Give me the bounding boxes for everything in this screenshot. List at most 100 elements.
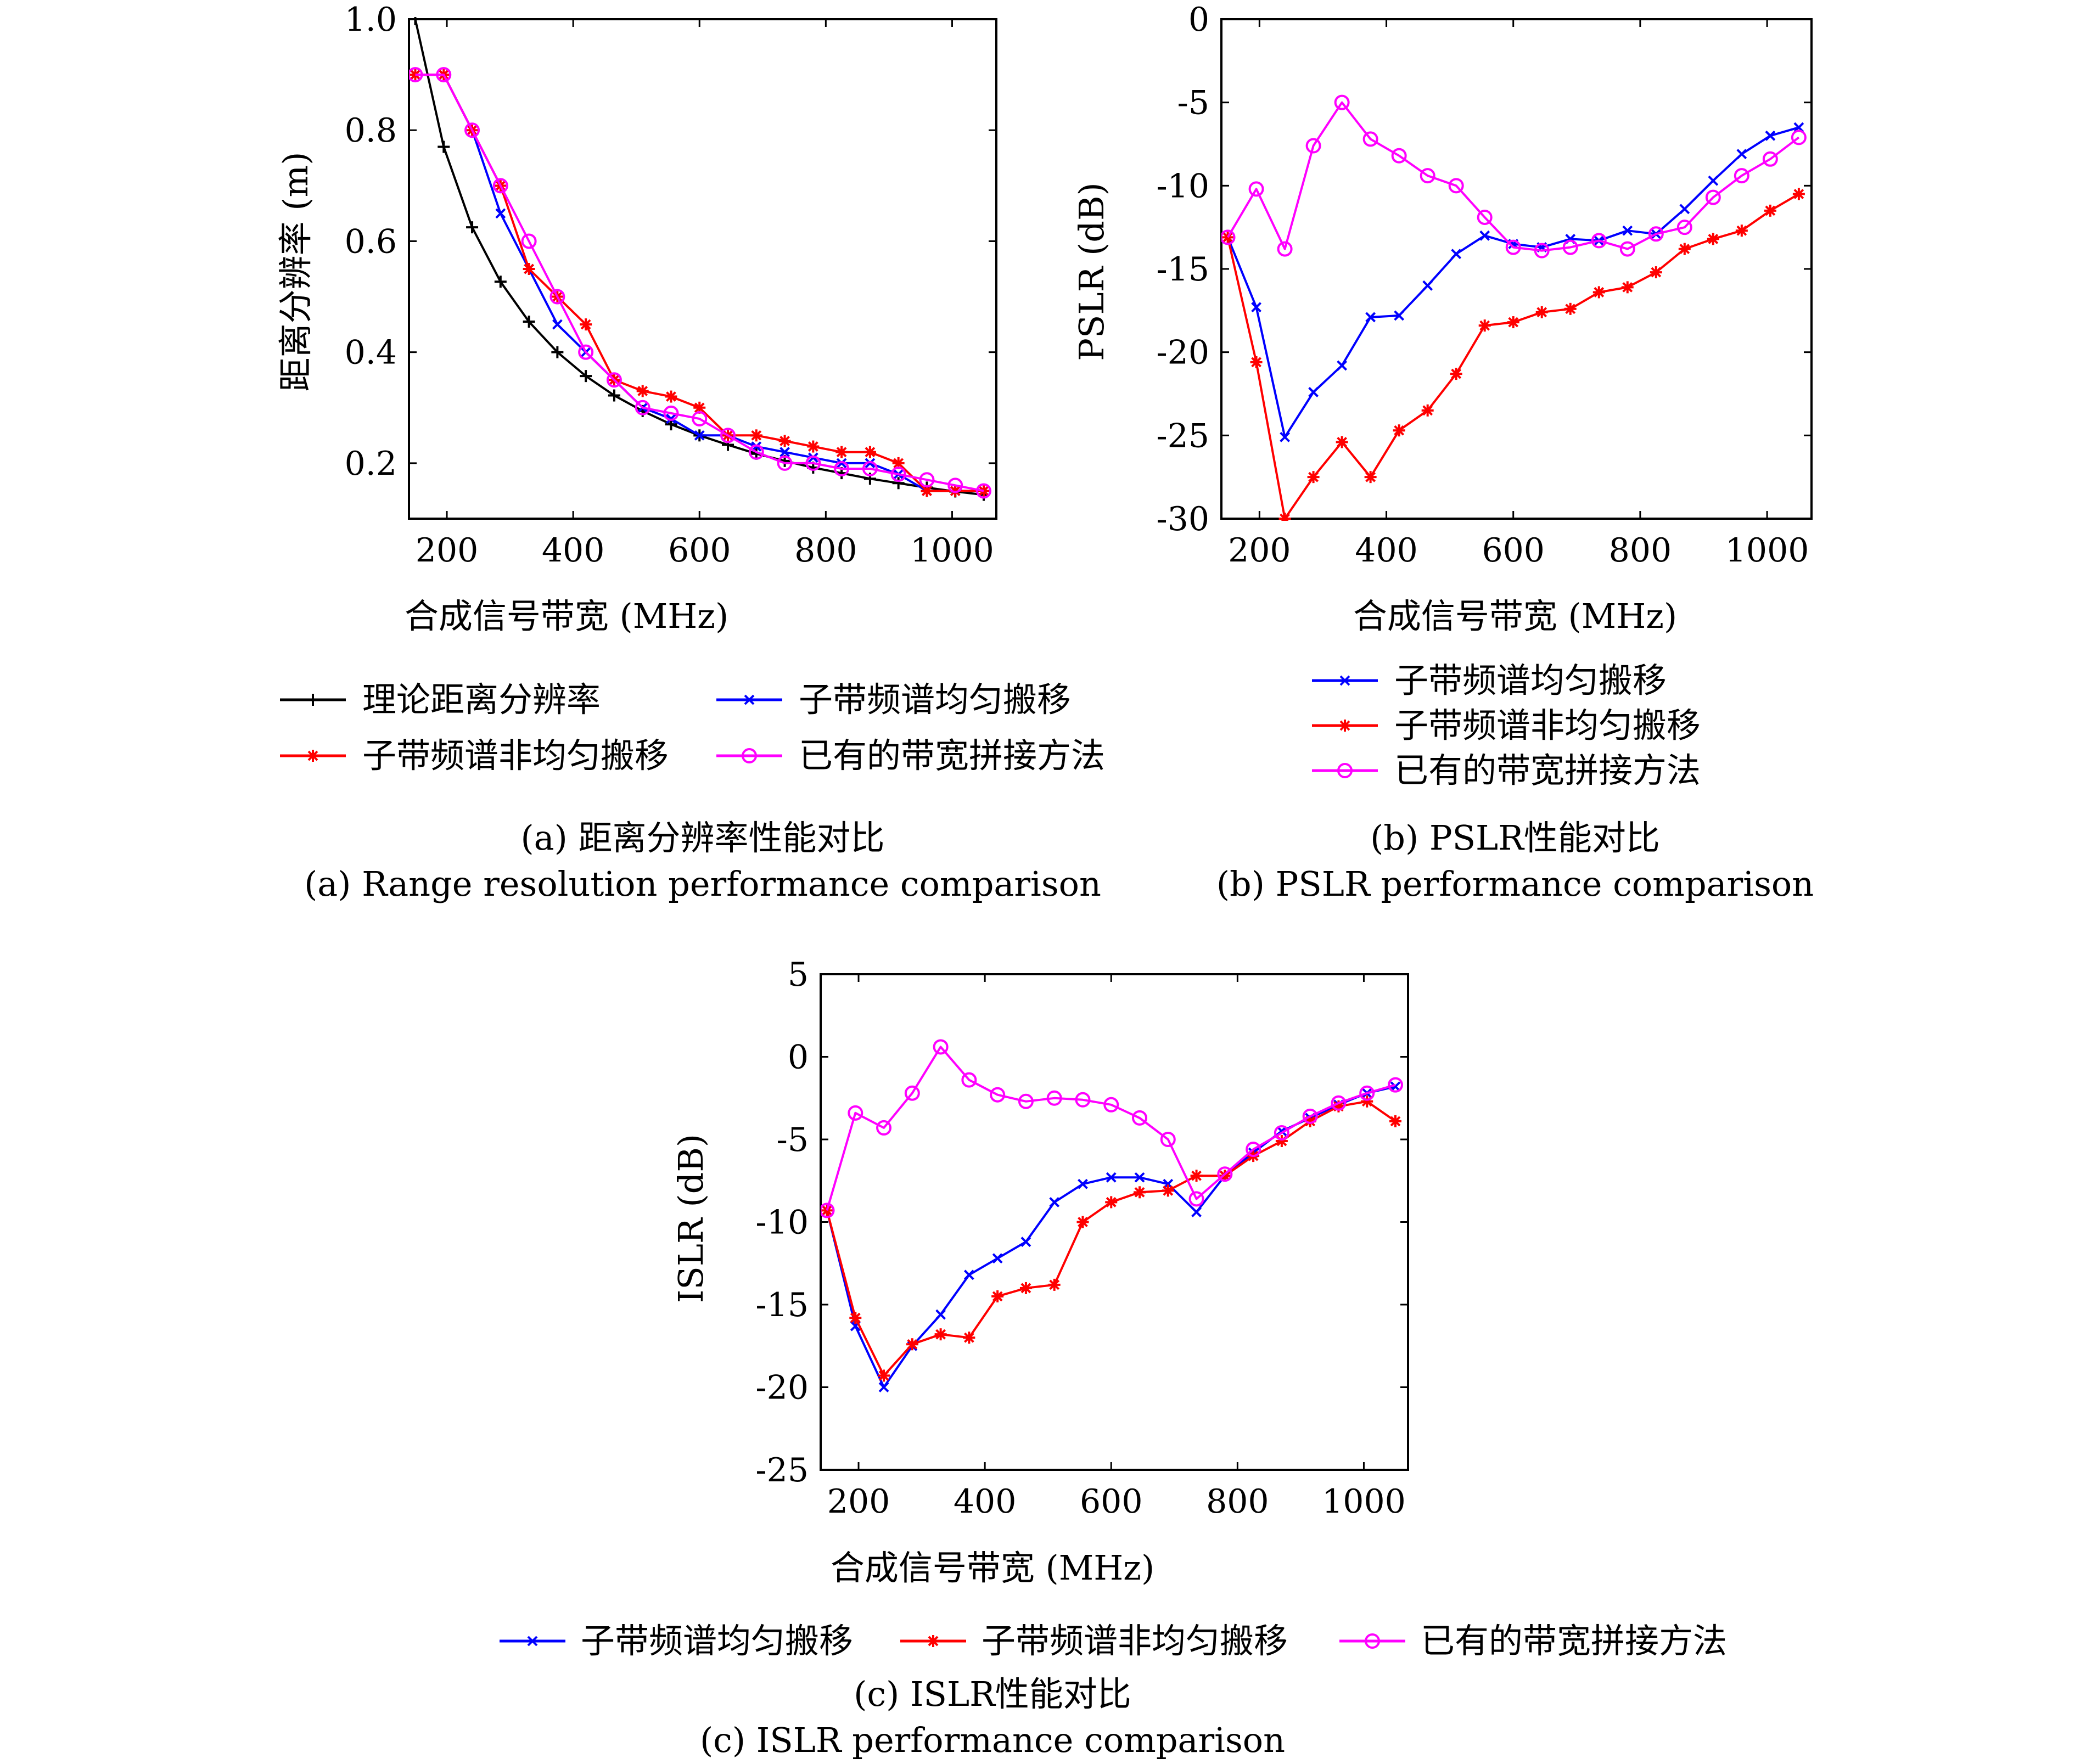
plot-a-series-0-point — [580, 370, 592, 383]
plot-c-series-0-point — [1078, 1178, 1088, 1189]
plot-a-series-3-point — [663, 405, 679, 421]
plot-a-series-0-point — [438, 141, 450, 153]
plot-c-xtick-label: 800 — [1206, 1482, 1269, 1521]
plot-b-series-2-point — [1705, 189, 1721, 205]
legend-a-existing-label: 已有的带宽拼接方法 — [799, 735, 1105, 776]
plot-b-series-2-point — [1734, 168, 1749, 184]
plot-a-series-0 — [409, 17, 990, 501]
plot-a-series-3-point — [947, 477, 963, 493]
plot-c-series-1-point — [934, 1328, 947, 1341]
plot-b-series-2-point — [1448, 178, 1464, 194]
plot-b-series-2-line — [1226, 101, 1800, 252]
plot-c-series-1-point — [1019, 1282, 1032, 1294]
plot-b-series-1-point — [1592, 286, 1605, 299]
plot-a-series-3-point — [464, 122, 480, 138]
plot-c-ytick-label: -15 — [755, 1286, 809, 1324]
plot-b-series-1-point — [1364, 471, 1377, 484]
plot-c-legend: 子带频谱均匀搬移 子带频谱非均匀搬移 已有的带宽拼接方法 — [500, 1621, 1727, 1661]
plot-a-series-3-point — [409, 67, 423, 83]
legend-c-nonuniform: 子带频谱非均匀搬移 — [900, 1621, 1288, 1661]
legend-b-existing: 已有的带宽拼接方法 — [1312, 750, 1701, 790]
plot-b-ytick-label: -10 — [1156, 167, 1209, 205]
plot-a-series-2-point — [523, 263, 535, 275]
plot-b-series-2-point — [1648, 226, 1664, 242]
plot-a-series-3-point — [436, 67, 452, 83]
plot-b-ytick-label: -5 — [1177, 84, 1209, 122]
plot-a-series-0-point — [409, 17, 422, 25]
legend-c-marker-0 — [527, 1636, 538, 1647]
plot-c-ytick-label: 5 — [788, 956, 809, 994]
plot-b-series-1-point — [1278, 513, 1291, 521]
plot-b-series-1-point — [1507, 316, 1519, 329]
plot-a-series-3-point — [834, 461, 850, 476]
plot-a-series-3-point — [748, 444, 764, 460]
plot-b-legend: 子带频谱均匀搬移 子带频谱非均匀搬移 已有的带宽拼接方法 — [1312, 660, 1701, 790]
plot-b-series-2-point — [1420, 168, 1435, 184]
plot-a-series-2-point — [807, 440, 820, 453]
plot-a-series-1-point — [694, 430, 705, 441]
legend-c-existing-marker — [1365, 1633, 1380, 1649]
legend-c-uniform: 子带频谱均匀搬移 — [500, 1621, 853, 1661]
caption-c-en: (c) ISLR performance comparison — [700, 1720, 1285, 1760]
plot-b-series-2-point — [1676, 220, 1692, 235]
legend-b-nonuniform-marker — [1339, 720, 1351, 732]
plot-a-series-2-point — [580, 318, 592, 331]
plot-b-series-0-point — [1365, 312, 1376, 323]
plot-b-series-1 — [1221, 188, 1805, 521]
plot-a-series-2-point — [665, 390, 677, 403]
plot-b-series-2-point — [1362, 131, 1378, 147]
plot-a-xtick-label: 400 — [542, 531, 605, 570]
plot-c-series-1-point — [1389, 1115, 1401, 1127]
plot-a-xtick-label: 600 — [668, 531, 731, 570]
plot-c-series-2 — [821, 1039, 1403, 1218]
plot-c-series-1-point — [963, 1332, 975, 1344]
plot-c-series-2-point — [990, 1087, 1006, 1103]
legend-a-theory-label: 理论距离分辨率 — [362, 679, 601, 720]
plot-c-series-2-point — [1359, 1085, 1375, 1101]
plot-c-xtick-label: 600 — [1080, 1482, 1143, 1521]
plot-a-series-0-point — [892, 477, 905, 490]
plot-a-series-3-point — [692, 411, 708, 426]
plot-c-series-2-point — [1331, 1095, 1347, 1111]
legend-c-uniform-marker — [527, 1636, 538, 1647]
plot-b-ytick-label: 0 — [1188, 1, 1209, 39]
plot-b-series-0-point — [1451, 249, 1462, 260]
caption-b-en: (b) PSLR performance comparison — [1216, 864, 1814, 904]
plot-c-series-1-point — [1048, 1278, 1061, 1291]
caption-c-cn: (c) ISLR性能对比 — [854, 1674, 1131, 1714]
panel-b-pslr: 200 400 600 800 1000 0 -5 -10 -15 -20 -25 -30 合成信号带… — [1072, 1, 1814, 904]
plot-a-series-1-point — [779, 447, 790, 458]
panel-a-range-resolution: 200 400 600 800 1000 0.2 0.4 0.6 0.8 1.0 合成信号带宽 (… — [276, 1, 1105, 904]
legend-a-marker-0 — [307, 694, 319, 706]
plot-a-series-3-point — [635, 400, 650, 415]
legend-a-uniform-marker — [744, 694, 755, 705]
plot-c-series-2-point — [1217, 1166, 1233, 1182]
plot-b-ytick-label: -25 — [1156, 417, 1209, 455]
plot-b-series-1-point — [1393, 424, 1405, 437]
caption-b-cn: (b) PSLR性能对比 — [1370, 818, 1660, 858]
plot-b-xlabel: 合成信号带宽 (MHz) — [1353, 596, 1677, 636]
plot-c-series-2-point — [821, 1203, 835, 1218]
plot-a-ytick-label: 0.8 — [345, 111, 397, 150]
plot-b-series-2-point — [1334, 94, 1350, 110]
plot-c-series-2-point — [1018, 1093, 1034, 1109]
plot-b-ytick-label: -30 — [1156, 500, 1209, 538]
plot-b-series-2-point — [1277, 241, 1293, 257]
plot-b-series-1-point — [1650, 266, 1662, 279]
legend-b-existing-marker — [1337, 763, 1353, 778]
plot-b-series-2-point — [1477, 209, 1493, 225]
plot-c-series-2-point — [1302, 1108, 1318, 1124]
legend-b-uniform-label: 子带频谱均匀搬移 — [1394, 660, 1667, 700]
legend-a-marker-1 — [744, 694, 755, 705]
plot-c-xtick-label: 1000 — [1322, 1482, 1406, 1521]
plot-a-series-0-point — [523, 316, 535, 328]
plot-c-series-1-point — [878, 1369, 890, 1382]
plot-b-series-1-point — [1764, 204, 1776, 217]
plot-b-series-0-point — [1308, 387, 1319, 397]
plot-c-series-2-point — [1046, 1090, 1062, 1106]
plot-a-series-3-point — [521, 233, 537, 249]
plot-a-xtick-label: 1000 — [910, 531, 994, 570]
legend-a-nonuniform-marker — [307, 750, 319, 762]
plot-b-series-0-point — [1679, 204, 1690, 215]
